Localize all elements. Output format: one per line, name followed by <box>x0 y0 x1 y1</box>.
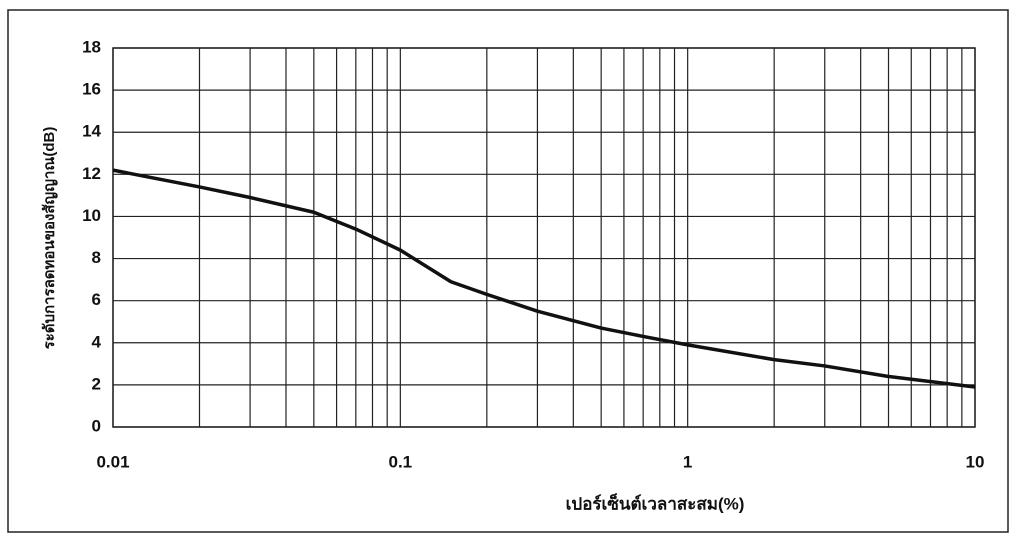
y-tick-label: 12 <box>82 164 101 183</box>
chart: เปอร์เซ็นต์เวลาสะสม(%) ระดับการลดทอนของส… <box>0 0 1014 538</box>
y-tick-label: 14 <box>82 122 101 141</box>
x-tick-label: 0.1 <box>389 452 413 471</box>
data-line <box>113 170 975 387</box>
x-tick-label: 1 <box>683 452 692 471</box>
y-tick-label: 10 <box>82 206 101 225</box>
x-tick-label: 10 <box>966 452 985 471</box>
y-tick-label: 16 <box>82 80 101 99</box>
y-tick-label: 4 <box>92 332 102 351</box>
x-axis-label: เปอร์เซ็นต์เวลาสะสม(%) <box>566 491 745 513</box>
y-tick-label: 0 <box>92 416 101 435</box>
y-tick-label: 8 <box>92 248 101 267</box>
y-tick-label: 6 <box>92 290 101 309</box>
x-tick-label: 0.01 <box>96 452 129 471</box>
chart-frame <box>8 10 1008 532</box>
y-tick-label: 2 <box>92 374 101 393</box>
y-tick-label: 18 <box>82 37 101 56</box>
y-axis-label: ระดับการลดทอนของสัญญาณ(dB) <box>41 127 58 350</box>
